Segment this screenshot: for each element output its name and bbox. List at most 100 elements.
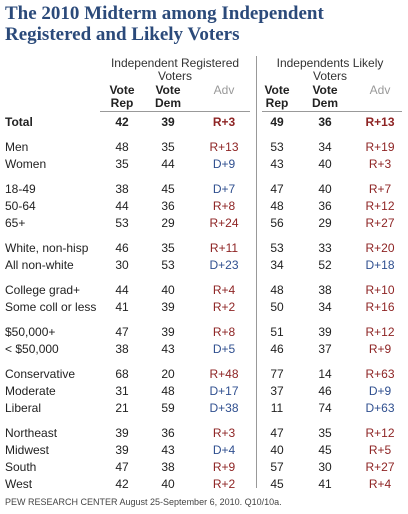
footer: PEW RESEARCH CENTER August 25-September … [5, 497, 282, 507]
percent: 38 [318, 283, 332, 297]
percent: 45 [270, 477, 284, 491]
percent: 39 [161, 115, 175, 129]
title: The 2010 Midterm among Independent Regis… [5, 3, 324, 45]
column-header: Adv [213, 83, 235, 97]
advantage: R+48 [209, 367, 239, 381]
percent: 41 [115, 300, 129, 314]
percent: 53 [270, 241, 284, 255]
percent: 39 [161, 300, 175, 314]
advantage: R+8 [212, 199, 236, 213]
percent: 14 [318, 367, 332, 381]
percent: 74 [318, 401, 332, 415]
percent: 56 [270, 216, 284, 230]
percent: 42 [115, 477, 129, 491]
advantage: R+12 [365, 426, 395, 440]
row-label: All non-white [5, 258, 74, 272]
percent: 40 [318, 157, 332, 171]
percent: 53 [270, 140, 284, 154]
percent: 40 [161, 283, 175, 297]
percent: 50 [270, 300, 284, 314]
row-label: Liberal [5, 401, 42, 415]
percent: 29 [161, 216, 175, 230]
percent: 44 [115, 283, 129, 297]
advantage: D+63 [365, 401, 395, 415]
advantage: R+2 [212, 300, 236, 314]
header-rule [100, 111, 250, 112]
advantage: R+4 [212, 283, 236, 297]
row-label: Some coll or less [5, 300, 97, 314]
row-label: Northeast [5, 426, 58, 440]
percent: 34 [270, 258, 284, 272]
percent: 29 [318, 216, 332, 230]
percent: 34 [318, 140, 332, 154]
row-label: Women [5, 157, 47, 171]
percent: 49 [270, 115, 284, 129]
percent: 46 [318, 384, 332, 398]
advantage: D+23 [209, 258, 239, 272]
percent: 36 [161, 426, 175, 440]
divider [256, 56, 257, 488]
percent: 43 [161, 342, 175, 356]
percent: 21 [115, 401, 129, 415]
percent: 40 [270, 443, 284, 457]
advantage: R+27 [365, 216, 395, 230]
advantage: R+11 [209, 241, 239, 255]
advantage: D+5 [212, 342, 236, 356]
percent: 45 [318, 443, 332, 457]
advantage: R+24 [209, 216, 239, 230]
row-label: Men [5, 140, 29, 154]
percent: 35 [161, 140, 175, 154]
row-label: White, non-hisp [5, 241, 89, 255]
percent: 42 [115, 115, 129, 129]
advantage: R+7 [368, 182, 392, 196]
percent: 35 [318, 426, 332, 440]
percent: 30 [318, 460, 332, 474]
advantage: R+63 [365, 367, 395, 381]
percent: 36 [318, 199, 332, 213]
row-label: < $50,000 [5, 342, 59, 356]
row-label: Moderate [5, 384, 56, 398]
advantage: R+12 [365, 199, 395, 213]
advantage: D+38 [209, 401, 239, 415]
percent: 37 [270, 384, 284, 398]
percent: 47 [115, 325, 129, 339]
row-label: College grad+ [5, 283, 81, 297]
percent: 47 [270, 426, 284, 440]
advantage: R+13 [209, 140, 239, 154]
row-label: Conservative [5, 367, 76, 381]
row-label: 18-49 [5, 182, 36, 196]
advantage: R+5 [368, 443, 392, 457]
row-label: 65+ [5, 216, 26, 230]
advantage: R+3 [212, 115, 236, 129]
percent: 43 [270, 157, 284, 171]
advantage: R+9 [212, 460, 236, 474]
column-header: Vote Dem [154, 83, 181, 110]
percent: 36 [161, 199, 175, 213]
advantage: R+9 [368, 342, 392, 356]
percent: 41 [318, 477, 332, 491]
advantage: R+12 [365, 325, 395, 339]
percent: 48 [270, 283, 284, 297]
column-header: Vote Rep [109, 83, 135, 110]
row-label: 50-64 [5, 199, 36, 213]
row-label: $50,000+ [5, 325, 56, 339]
advantage: R+3 [368, 157, 392, 171]
advantage: R+8 [212, 325, 236, 339]
percent: 52 [318, 258, 332, 272]
header-rule [262, 111, 402, 112]
percent: 57 [270, 460, 284, 474]
group-header: Independents Likely Voters [276, 56, 384, 83]
row-label: West [5, 477, 33, 491]
percent: 36 [318, 115, 332, 129]
percent: 39 [115, 426, 129, 440]
advantage: R+27 [365, 460, 395, 474]
advantage: D+9 [368, 384, 392, 398]
percent: 34 [318, 300, 332, 314]
column-header: Vote Rep [264, 83, 290, 110]
percent: 44 [161, 157, 175, 171]
percent: 20 [161, 367, 175, 381]
percent: 37 [318, 342, 332, 356]
percent: 40 [318, 182, 332, 196]
row-label: Midwest [5, 443, 50, 457]
percent: 38 [161, 460, 175, 474]
